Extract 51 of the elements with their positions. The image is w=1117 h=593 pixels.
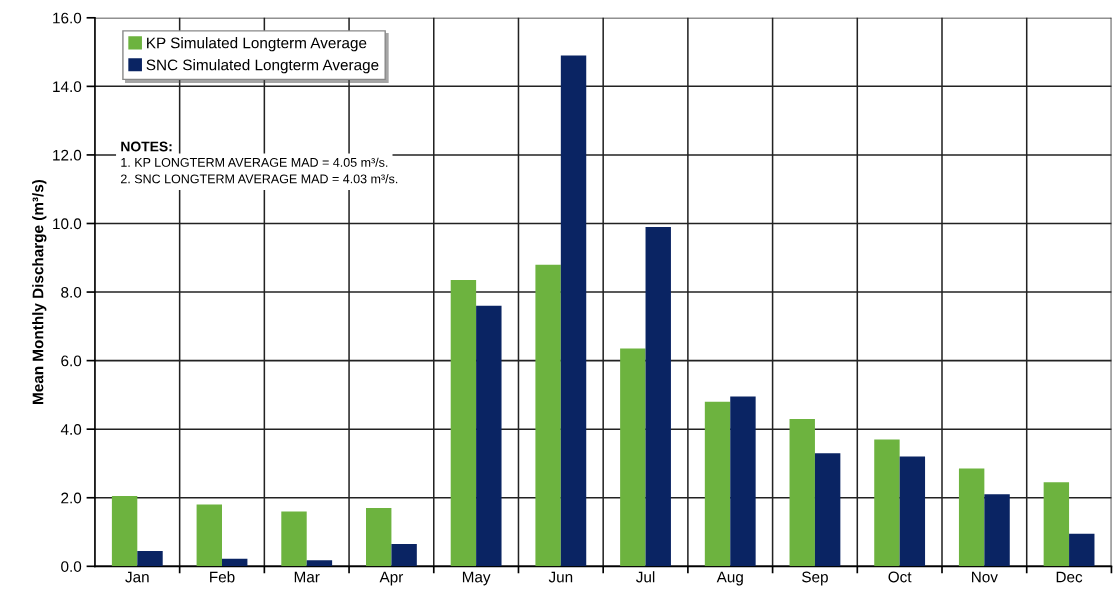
x-tick-label: Jul xyxy=(636,571,655,583)
bar xyxy=(476,305,502,567)
bar xyxy=(958,468,985,567)
bar xyxy=(1043,482,1070,567)
y-tick-label: 4.0 xyxy=(60,424,82,435)
x-tick-label: Apr xyxy=(379,571,404,586)
bar xyxy=(984,494,1010,567)
annotation: NOTES: xyxy=(121,141,172,152)
bar xyxy=(111,496,138,567)
bar xyxy=(874,439,900,567)
x-tick-label: Jan xyxy=(125,571,149,583)
y-tick-label: 6.0 xyxy=(61,355,82,367)
bar xyxy=(535,264,561,567)
y-tick-label: 0.0 xyxy=(61,561,82,572)
bar xyxy=(196,504,222,567)
x-tick-label: Dec xyxy=(1056,571,1083,583)
x-tick-label: May xyxy=(462,571,491,586)
bar xyxy=(620,348,646,567)
x-tick-label: Feb xyxy=(210,571,235,583)
y-axis-title: Mean Monthly Discharge (m³/s) xyxy=(32,179,47,404)
bar xyxy=(789,418,815,567)
bar xyxy=(391,544,417,567)
legend-label: SNC Simulated Longterm Average xyxy=(146,59,379,74)
x-tick-label: Aug xyxy=(716,571,743,586)
x-tick-label: Nov xyxy=(972,571,998,583)
bar xyxy=(560,55,587,567)
annotation: 1. KP LONGTERM AVERAGE MAD = 4.05 m³/s. xyxy=(121,157,388,167)
bar xyxy=(366,508,392,567)
x-tick-label: Jun xyxy=(548,571,573,583)
y-tick-label: 16.0 xyxy=(53,12,82,24)
x-tick-label: Sep xyxy=(802,571,828,586)
bar xyxy=(645,226,671,567)
y-tick-label: 8.0 xyxy=(61,286,82,298)
bar xyxy=(730,396,756,567)
bar xyxy=(1069,533,1095,567)
y-tick-label: 14.0 xyxy=(53,81,82,93)
bar xyxy=(137,550,163,567)
bar xyxy=(222,558,248,567)
bar xyxy=(450,280,477,567)
x-tick-label: Mar xyxy=(294,571,320,583)
bar xyxy=(899,456,926,567)
bar xyxy=(704,401,731,567)
y-tick-label: 10.0 xyxy=(53,218,82,230)
legend-label: KP Simulated Longterm Average xyxy=(147,37,367,52)
x-tick-label: Oct xyxy=(888,571,912,583)
y-tick-label: 2.0 xyxy=(61,492,82,504)
bar xyxy=(814,453,841,567)
bar xyxy=(281,511,307,567)
annotation: 2. SNC LONGTERM AVERAGE MAD = 4.03 m³/s. xyxy=(120,174,398,184)
bar xyxy=(306,560,333,567)
y-tick-label: 12.0 xyxy=(53,149,82,161)
